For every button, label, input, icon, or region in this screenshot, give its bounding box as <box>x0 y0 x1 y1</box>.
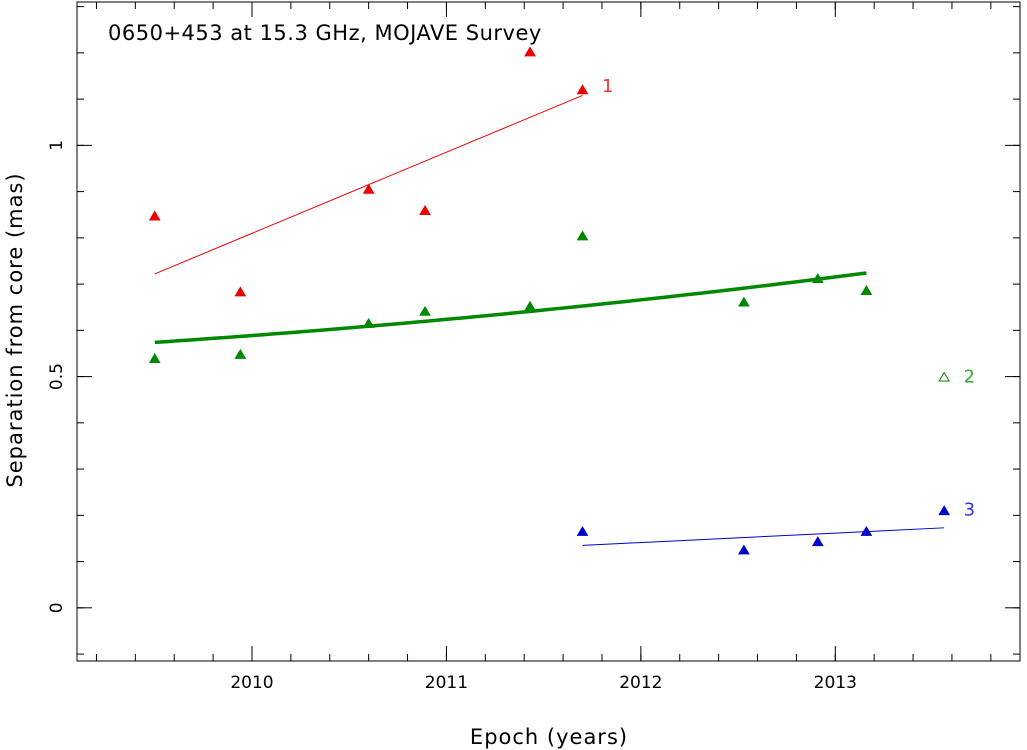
y-axis-label: Separation from core (mas) <box>3 172 27 487</box>
data-points <box>148 46 951 555</box>
fit-line-2 <box>154 271 867 345</box>
x-tick-label: 2013 <box>814 673 857 693</box>
data-point-series-2 <box>860 285 873 295</box>
y-tick-labels: 00.51 <box>47 140 67 613</box>
data-point-series-3 <box>738 544 750 555</box>
y-tick-label: 0 <box>47 602 67 613</box>
data-point-series-3 <box>576 525 589 536</box>
data-point-series-1 <box>234 286 247 297</box>
data-point-series-2 <box>811 272 824 283</box>
data-point-series-2 <box>524 300 536 311</box>
component-label: 1 <box>602 76 613 97</box>
data-point-series-2 <box>234 348 247 359</box>
data-point-series-2 <box>362 317 375 328</box>
data-point-series-1 <box>524 46 536 57</box>
plot-frame <box>76 1 1021 662</box>
component-labels: 1 2 3 <box>602 76 975 520</box>
data-point-series-3 <box>938 505 951 516</box>
data-point-series-3 <box>811 536 824 547</box>
x-tick-label: 2010 <box>230 673 273 693</box>
component-label: 3 <box>964 499 975 520</box>
x-tick-label: 2011 <box>425 673 468 693</box>
data-point-series-2 <box>738 296 750 307</box>
data-point-series-1 <box>576 84 589 95</box>
y-tick-label: 0.5 <box>47 363 67 390</box>
chart-title: 0650+453 at 15.3 GHz, MOJAVE Survey <box>108 21 542 45</box>
data-point-series-2 <box>938 371 951 382</box>
data-point-series-3 <box>860 525 873 536</box>
data-point-series-2 <box>576 230 589 241</box>
x-axis-label: Epoch (years) <box>470 725 628 749</box>
axis-ticks <box>77 2 1020 661</box>
data-point-series-1 <box>419 205 431 215</box>
data-point-series-1 <box>148 210 161 221</box>
x-tick-label: 2012 <box>619 673 662 693</box>
data-point-series-2 <box>419 305 431 316</box>
x-tick-labels: 2010 2011 2012 2013 <box>230 673 857 693</box>
data-point-series-1 <box>362 183 375 194</box>
fit-lines <box>154 94 945 546</box>
fit-line-3 <box>582 527 945 546</box>
component-label: 2 <box>964 367 975 388</box>
data-point-series-2 <box>148 352 161 363</box>
y-tick-label: 1 <box>47 140 67 151</box>
